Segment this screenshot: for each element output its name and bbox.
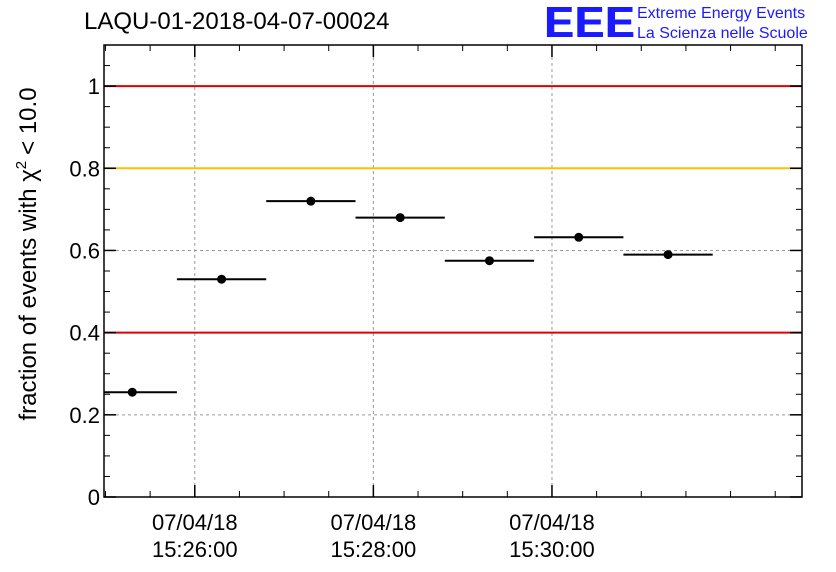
x-tick-time: 15:30:00: [509, 537, 595, 562]
chart-title: LAQU-01-2018-04-07-00024: [84, 8, 390, 35]
y-tick-label: 1: [88, 74, 100, 99]
y-tick-label: 0.2: [69, 403, 100, 428]
x-tick-time: 15:26:00: [152, 537, 238, 562]
plot-frame: [103, 44, 803, 498]
x-tick-labels: 07/04/1815:26:0007/04/1815:28:0007/04/18…: [152, 510, 595, 562]
y-tick-label: 0.6: [69, 238, 100, 263]
y-axis-label-tail: < 10.0: [15, 87, 42, 154]
y-tick-label: 0.4: [69, 321, 100, 346]
eee-logo: EEE Extreme Energy Events La Scienza nel…: [544, 0, 834, 47]
y-tick-label: 0.8: [69, 156, 100, 181]
data-point: [484, 256, 494, 266]
axis-ticks: [104, 44, 802, 498]
x-tick-date: 07/04/18: [509, 510, 595, 535]
y-tick-labels: 0 0.2 0.4 0.6 0.8 1: [69, 74, 100, 510]
reference-lines: [104, 85, 802, 334]
x-tick-date: 07/04/18: [331, 510, 417, 535]
data-point: [574, 232, 584, 242]
grid: [104, 45, 802, 498]
y-axis-label-main: fraction of events with χ: [15, 169, 42, 421]
data-point: [127, 387, 137, 397]
data-series: [104, 196, 713, 397]
y-axis-label-superscript: 2: [13, 161, 30, 169]
logo-line-2: La Scienza nelle Scuole: [637, 25, 808, 42]
data-point: [663, 250, 673, 260]
y-axis-label: fraction of events with χ2 < 10.0: [13, 87, 42, 420]
logo-line-1: Extreme Energy Events: [637, 5, 806, 22]
x-tick-time: 15:28:00: [331, 537, 417, 562]
y-tick-label: 0: [88, 485, 100, 510]
data-point: [306, 196, 316, 206]
logo-mark: EEE: [544, 0, 636, 47]
x-tick-date: 07/04/18: [152, 510, 238, 535]
data-point: [395, 213, 405, 223]
data-point: [217, 274, 227, 284]
